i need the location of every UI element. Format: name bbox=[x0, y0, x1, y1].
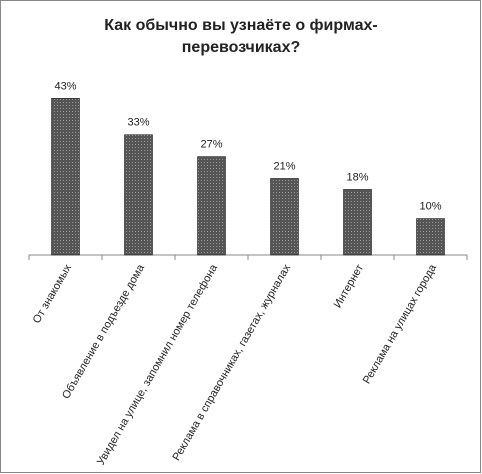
value-label: 10% bbox=[419, 201, 441, 213]
value-label: 18% bbox=[346, 171, 368, 183]
value-label: 33% bbox=[127, 117, 149, 129]
value-label: 27% bbox=[200, 139, 222, 151]
chart-title: Как обычно вы узнаёте о фирмах- bbox=[104, 17, 377, 34]
bar bbox=[124, 134, 153, 256]
bar bbox=[270, 178, 299, 256]
bar bbox=[343, 189, 372, 256]
chart-title: перевозчиках? bbox=[182, 39, 300, 56]
value-label: 43% bbox=[54, 80, 76, 92]
bar bbox=[416, 218, 445, 256]
bar bbox=[51, 97, 80, 256]
bar bbox=[197, 156, 226, 256]
value-label: 21% bbox=[273, 160, 295, 172]
